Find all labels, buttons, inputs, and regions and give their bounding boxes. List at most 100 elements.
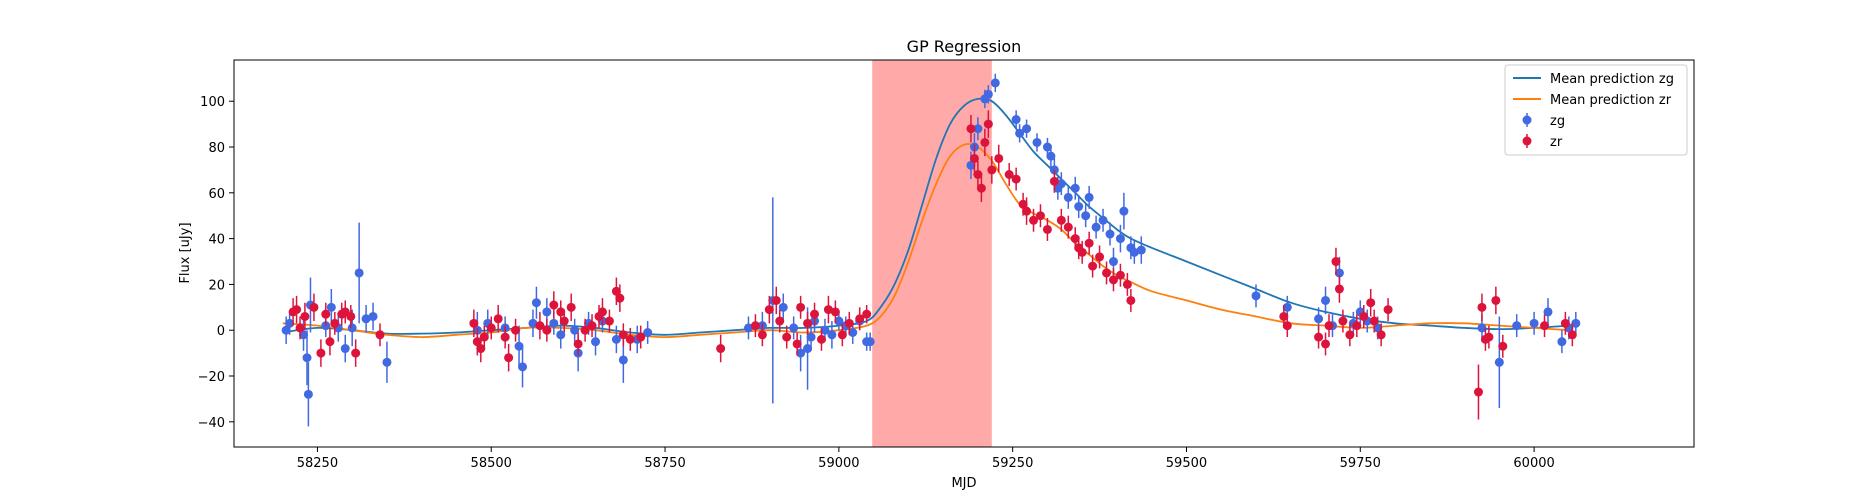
zg-data-point	[382, 357, 392, 367]
zr-data-point	[1334, 284, 1344, 294]
x-tick-label: 58250	[297, 456, 338, 471]
observations-layer	[281, 73, 1581, 427]
zg-data-point	[1571, 318, 1581, 328]
zr-data-point	[1115, 270, 1125, 280]
zg-data-point	[326, 302, 336, 312]
legend: Mean prediction zg Mean prediction zr zg…	[1504, 64, 1688, 156]
x-tick-label: 58500	[471, 456, 512, 471]
zg-data-point	[778, 302, 788, 312]
plot-area	[233, 59, 1695, 448]
legend-label-zg: zg	[1550, 114, 1565, 129]
zr-data-point	[325, 337, 335, 347]
zg-data-point	[827, 330, 837, 340]
zg-data-point	[1015, 128, 1025, 138]
zg-data-point	[1084, 192, 1094, 202]
zr-data-point	[375, 330, 385, 340]
zg-data-point	[285, 318, 295, 328]
zg-data-point	[643, 328, 653, 338]
zr-data-point	[493, 314, 503, 324]
zr-data-point	[292, 305, 302, 315]
zr-data-point	[764, 305, 774, 315]
zg-data-point	[966, 160, 976, 170]
zg-data-point	[1032, 137, 1042, 147]
zr-data-point	[1056, 215, 1066, 225]
zg-data-point	[1115, 234, 1125, 244]
zg-data-point	[806, 332, 816, 342]
zg-data-point	[1136, 245, 1146, 255]
zr-data-point	[1122, 279, 1132, 289]
zr-data-point	[587, 321, 597, 331]
zr-data-point	[1088, 261, 1098, 271]
zr-data-point	[504, 353, 514, 363]
zr-data-point	[969, 153, 979, 163]
zg-data-point	[1321, 295, 1331, 305]
zr-data-point	[1324, 321, 1334, 331]
zr-data-point	[1498, 341, 1508, 351]
zr-data-point	[855, 314, 865, 324]
zr-data-point	[566, 302, 576, 312]
zr-data-point	[1567, 330, 1577, 340]
x-tick-label: 59500	[1166, 456, 1207, 471]
zr-data-point	[771, 295, 781, 305]
zg-data-point	[1557, 337, 1567, 347]
y-tick-label: 20	[208, 278, 225, 293]
x-tick-label: 59750	[1340, 456, 1381, 471]
highlight-band	[872, 60, 992, 447]
zg-data-point	[556, 330, 566, 340]
legend-zr-marker	[1522, 136, 1532, 146]
zr-data-point	[549, 300, 559, 310]
zr-data-point	[994, 153, 1004, 163]
zr-data-point	[295, 323, 305, 333]
zr-data-point	[1070, 234, 1080, 244]
y-tick-label: 80	[208, 141, 225, 156]
zr-data-point	[1352, 321, 1362, 331]
zr-data-point	[1484, 332, 1494, 342]
zr-data-point	[1063, 222, 1073, 232]
zr-data-point	[542, 325, 552, 335]
zr-data-point	[1282, 321, 1292, 331]
zr-data-point	[351, 348, 361, 358]
zg-data-point	[1074, 202, 1084, 212]
zr-data-point	[823, 305, 833, 315]
zr-data-point	[1102, 268, 1112, 278]
zg-data-point	[848, 328, 858, 338]
zr-data-point	[604, 316, 614, 326]
zr-data-point	[1369, 316, 1379, 326]
y-axis-ticks: −40 −20 0 20 40 60 80 100	[198, 95, 234, 431]
zr-data-point	[1540, 321, 1550, 331]
zr-data-point	[1473, 387, 1483, 397]
zr-data-point	[556, 307, 566, 317]
zg-data-point	[1477, 323, 1487, 333]
zr-data-point	[1029, 215, 1039, 225]
zr-data-point	[559, 316, 569, 326]
zr-data-point	[469, 318, 479, 328]
zr-data-point	[1108, 275, 1118, 285]
zg-data-point	[1119, 206, 1129, 216]
zg-data-point	[1056, 179, 1066, 189]
zr-data-point	[625, 334, 635, 344]
zg-data-point	[796, 348, 806, 358]
zr-data-point	[472, 337, 482, 347]
plot-frame	[233, 59, 1695, 448]
zr-data-point	[535, 321, 545, 331]
y-tick-label: 100	[200, 95, 225, 110]
legend-label-zg-mean: Mean prediction zg	[1550, 72, 1674, 87]
zr-data-point	[615, 293, 625, 303]
zr-data-point	[980, 137, 990, 147]
zr-data-point	[1279, 311, 1289, 321]
zg-data-point	[1063, 192, 1073, 202]
zr-data-point	[987, 165, 997, 175]
zg-data-point	[983, 89, 993, 99]
zr-data-point	[618, 330, 628, 340]
zr-data-point	[796, 302, 806, 312]
highlight-band-layer	[872, 60, 992, 447]
zg-data-point	[1105, 229, 1115, 239]
x-axis-label: MJD	[951, 476, 976, 491]
zr-data-point	[1345, 330, 1355, 340]
zg-data-point	[591, 337, 601, 347]
zg-data-point	[1011, 115, 1021, 125]
zg-data-point	[514, 341, 524, 351]
zr-data-point	[803, 318, 813, 328]
zg-data-point	[1251, 291, 1261, 301]
